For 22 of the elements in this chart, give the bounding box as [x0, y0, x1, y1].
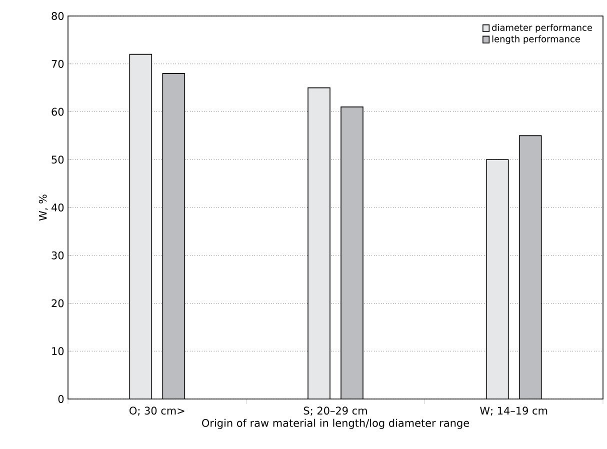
y-tick-label: 70 — [52, 60, 64, 68]
y-tick-label: 10 — [52, 347, 64, 356]
x-tick-label: O; 30 cm> — [130, 406, 184, 416]
x-tick-label: W; 14–19 cm — [480, 406, 548, 416]
y-tick-label: 30 — [52, 251, 64, 260]
legend-label: diameter performance — [492, 24, 592, 33]
y-axis-title: W, % — [38, 194, 48, 221]
bar — [486, 159, 509, 399]
legend-label: length performance — [492, 35, 580, 44]
y-tick-label: 50 — [52, 156, 64, 164]
y-tick-label: 60 — [52, 108, 64, 116]
bar — [129, 54, 152, 399]
bar — [162, 73, 186, 399]
bar — [518, 135, 542, 399]
x-tick-label: S; 20–29 cm — [304, 406, 367, 416]
y-tick-label: 0 — [58, 395, 64, 403]
y-tick-label: 80 — [52, 12, 64, 20]
bar — [340, 106, 364, 399]
y-tick-label: 20 — [52, 299, 64, 308]
bar — [308, 87, 330, 399]
y-tick-label: 40 — [52, 204, 64, 212]
x-axis-title: Origin of raw material in length/log diameter range — [202, 418, 470, 429]
